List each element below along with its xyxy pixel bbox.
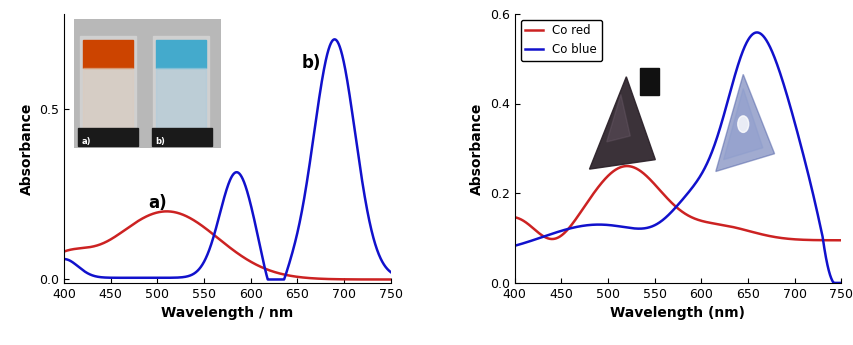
Line: Co blue: Co blue bbox=[514, 32, 840, 283]
X-axis label: Wavelength (nm): Wavelength (nm) bbox=[610, 306, 745, 320]
Text: a): a) bbox=[148, 194, 166, 212]
Co red bbox=[826, 238, 836, 242]
Y-axis label: Absorbance: Absorbance bbox=[20, 102, 33, 195]
Co blue bbox=[525, 239, 536, 243]
Y-axis label: Absorbance: Absorbance bbox=[470, 102, 484, 195]
Co red bbox=[835, 238, 845, 242]
Co blue bbox=[835, 281, 845, 285]
Legend: Co red, Co blue: Co red, Co blue bbox=[520, 20, 601, 61]
X-axis label: Wavelength / nm: Wavelength / nm bbox=[161, 306, 293, 320]
Co blue bbox=[826, 278, 836, 282]
Co blue bbox=[668, 208, 678, 212]
Co red bbox=[525, 225, 536, 229]
Co blue bbox=[751, 30, 761, 34]
Line: Co red: Co red bbox=[514, 166, 840, 240]
Co red bbox=[766, 234, 776, 238]
Text: b): b) bbox=[302, 54, 321, 72]
Co red bbox=[621, 164, 631, 168]
Co blue bbox=[766, 49, 776, 53]
Co red bbox=[509, 215, 519, 219]
Co red bbox=[659, 194, 670, 198]
Co blue bbox=[509, 244, 519, 248]
Co red bbox=[826, 238, 836, 242]
Co red bbox=[668, 203, 678, 207]
Co blue bbox=[659, 216, 669, 220]
Co blue bbox=[827, 281, 838, 285]
Co blue bbox=[826, 277, 836, 282]
